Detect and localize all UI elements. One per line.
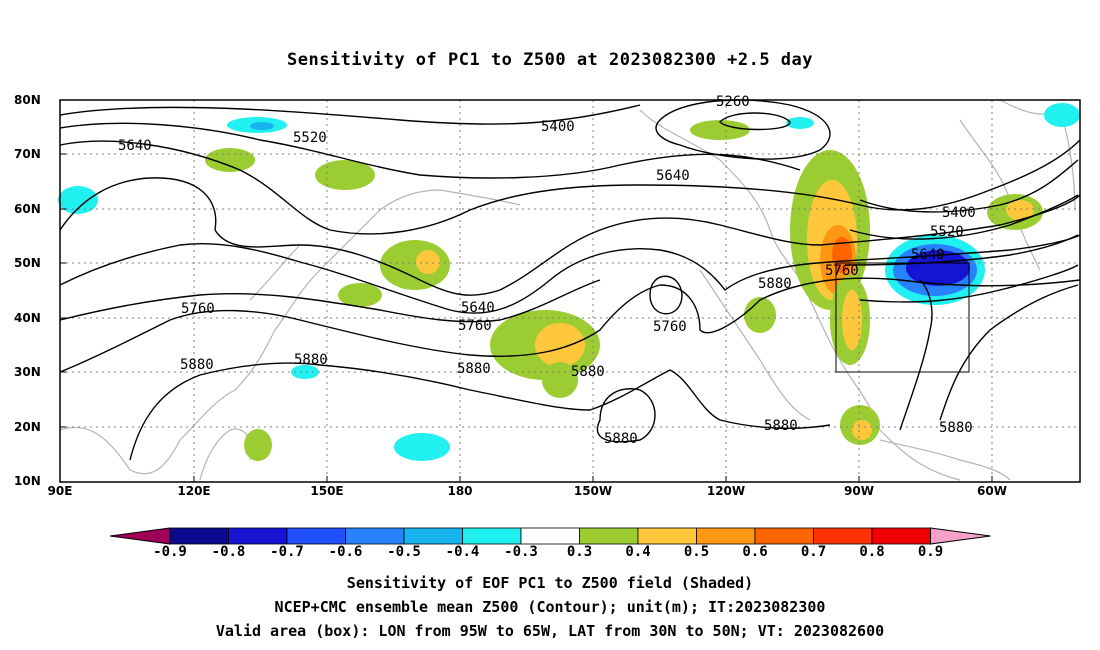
contour-label: 5880 [180,357,214,373]
colorbar-swatch [228,527,288,545]
colorbar-swatch [871,527,931,545]
contour-label: 5760 [653,319,687,335]
contour-label: 5880 [764,418,798,434]
lon-label: 180 [447,484,473,498]
contour-label: 5760 [458,318,492,334]
lon-label: 150W [573,484,613,498]
tick-marks [60,99,993,482]
z500-contours [59,99,1081,461]
lon-label: 60W [977,484,1007,498]
colorbar-tick-label: 0.7 [800,544,827,560]
colorbar-swatch [286,527,346,545]
colorbar-tick-label: 0.3 [566,544,593,560]
contour-label: 5400 [541,119,575,135]
plot-border [59,99,1081,483]
lat-label: 10N [14,474,41,488]
colorbar-tick-label: -0.6 [328,544,363,560]
colorbar-swatch [579,527,639,545]
colorbar-tick-label: 0.5 [683,544,710,560]
colorbar-swatch [754,527,814,545]
lat-label: 80N [14,93,41,107]
contour-label: 5880 [604,431,638,447]
colorbar-min-arrow [109,527,171,545]
contour-label: 5640 [656,168,690,184]
colorbar-max-arrow [930,527,991,545]
colorbar-tick-label: 0.4 [625,544,651,560]
lat-label: 60N [14,202,41,216]
contour-label: 5760 [181,301,215,317]
contour-label: 5760 [825,263,859,279]
colorbar-swatch [813,527,873,545]
contour-label: 5520 [930,224,964,240]
contour-label: 5880 [457,361,491,377]
coastlines [59,99,1076,481]
colorbar-swatch [520,527,580,545]
contour-label: 5880 [939,420,973,436]
shaded-sensitivity [58,103,1080,461]
caption-contour: NCEP+CMC ensemble mean Z500 (Contour); u… [274,598,826,616]
caption-shaded: Sensitivity of EOF PC1 to Z500 field (Sh… [346,574,754,592]
lon-label: 90W [844,484,874,498]
lat-label: 50N [14,256,41,270]
contour-label: 5640 [461,300,495,316]
colorbar-tick-label: 0.9 [917,544,944,560]
map-title: Sensitivity of PC1 to Z500 at 2023082300… [286,50,813,70]
contour-label: 5880 [758,276,792,292]
caption-valid-area: Valid area (box): LON from 95W to 65W, L… [215,622,885,640]
colorbar-tick-label: -0.9 [153,544,187,560]
colorbar-swatch [696,527,756,545]
lon-label: 90E [47,484,73,498]
lat-label: 70N [14,147,41,161]
lat-label: 30N [14,365,41,379]
colorbar-tick-label: -0.4 [445,544,480,560]
lon-label: 150E [310,484,344,498]
valid-area-box [835,262,970,373]
lon-label: 120E [177,484,211,498]
colorbar-tick-label: -0.5 [387,544,421,560]
colorbar-tick-label: -0.8 [211,544,246,560]
colorbar-swatch [637,527,697,545]
colorbar [109,527,991,545]
lat-label: 40N [14,311,41,325]
contour-label: 5640 [911,247,945,263]
contour-label: 5400 [942,205,976,221]
colorbar-swatch [462,527,522,545]
colorbar-swatch [345,527,405,545]
lon-label: 120W [706,484,746,498]
contour-label: 5880 [294,352,328,368]
colorbar-tick-label: 0.8 [859,544,885,560]
colorbar-swatch [403,527,463,545]
contour-label: 5640 [118,138,152,154]
contour-label: 5520 [293,130,327,146]
lat-label: 20N [14,420,41,434]
colorbar-tick-label: -0.3 [504,544,538,560]
contour-label-layer: 5260 5400 5520 5640 5640 5760 5760 5880 … [118,94,976,447]
contour-label: 5880 [571,364,605,380]
colorbar-swatch [169,527,229,545]
colorbar-tick-label: 0.6 [742,544,768,560]
colorbar-tick-label: -0.7 [270,544,304,560]
grid [60,100,1080,482]
contour-label: 5260 [716,94,750,110]
